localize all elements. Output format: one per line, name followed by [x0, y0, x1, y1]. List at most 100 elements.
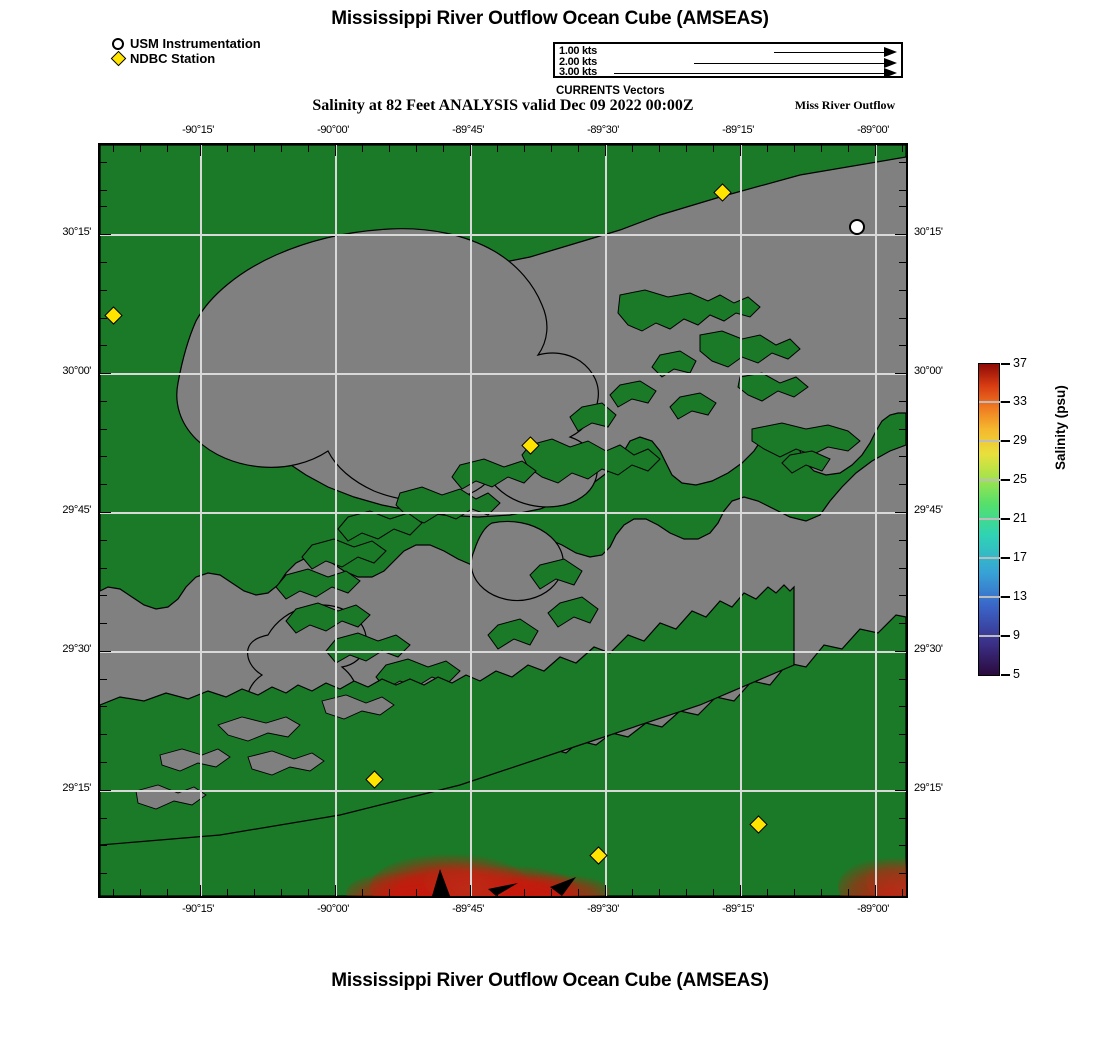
colorbar-tick — [1001, 557, 1010, 559]
legend-label-ndbc: NDBC Station — [130, 50, 216, 66]
gridline-vertical — [875, 145, 877, 896]
gridline-vertical — [605, 145, 607, 896]
axis-tick — [167, 145, 168, 152]
currents-arrow-shaft-3 — [614, 73, 884, 74]
axis-tick — [100, 373, 111, 374]
axis-tick — [524, 145, 525, 152]
colorbar-separator — [979, 440, 1001, 442]
legend-item-ndbc: NDBC Station — [110, 50, 261, 67]
axis-tick — [389, 889, 390, 896]
axis-tick — [100, 651, 111, 652]
currents-arrow-head-3 — [884, 68, 897, 78]
x-axis-label-bottom: -90°15' — [182, 903, 214, 915]
axis-tick — [100, 540, 107, 541]
currents-legend-caption: CURRENTS Vectors — [556, 85, 665, 97]
yellow-diamond-icon — [110, 50, 126, 67]
currents-legend-label-2: 2.00 kts — [559, 56, 597, 68]
colorbar-tick-label: 33 — [1013, 394, 1027, 408]
gridline-vertical — [200, 145, 202, 896]
axis-tick — [740, 885, 741, 896]
axis-tick — [899, 623, 906, 624]
colorbar-tick — [1001, 363, 1010, 365]
axis-tick — [100, 401, 107, 402]
colorbar-separator — [979, 557, 1001, 559]
currents-arrow-head-2 — [884, 58, 897, 68]
axis-tick — [713, 145, 714, 152]
axis-tick — [605, 145, 606, 156]
axis-tick — [899, 762, 906, 763]
colorbar-tick-label: 25 — [1013, 472, 1027, 486]
axis-tick — [362, 889, 363, 896]
colorbar-separator — [979, 635, 1001, 637]
y-axis-label-right: 30°15' — [914, 226, 943, 238]
axis-tick — [632, 145, 633, 152]
colorbar-tick-label: 5 — [1013, 667, 1020, 681]
axis-tick — [100, 345, 107, 346]
axis-tick — [875, 145, 876, 156]
axis-tick — [899, 345, 906, 346]
axis-tick — [899, 845, 906, 846]
axis-tick — [100, 623, 107, 624]
x-axis-label-bottom: -89°15' — [722, 903, 754, 915]
x-axis-label-top: -89°15' — [722, 124, 754, 136]
page-title: Mississippi River Outflow Ocean Cube (AM… — [331, 8, 769, 29]
colorbar-axis-title: Salinity (psu) — [1053, 385, 1068, 470]
axis-tick — [578, 145, 579, 152]
axis-tick — [416, 145, 417, 152]
colorbar-separator — [979, 479, 1001, 481]
colorbar-tick-label: 17 — [1013, 550, 1027, 564]
axis-tick — [443, 889, 444, 896]
y-axis-label-right: 29°30' — [914, 643, 943, 655]
colorbar-tick — [1001, 596, 1010, 598]
axis-tick — [605, 885, 606, 896]
y-axis-label-left: 29°15' — [62, 782, 91, 794]
gridline-vertical — [335, 145, 337, 896]
axis-tick — [794, 145, 795, 152]
axis-tick — [308, 889, 309, 896]
y-axis-label-right: 29°45' — [914, 504, 943, 516]
axis-tick — [899, 734, 906, 735]
footer-title: Mississippi River Outflow Ocean Cube (AM… — [331, 970, 769, 991]
y-axis-label-left: 30°00' — [62, 365, 91, 377]
axis-tick — [899, 456, 906, 457]
colorbar-tick-label: 9 — [1013, 628, 1020, 642]
axis-tick — [254, 889, 255, 896]
legend-label-usm: USM Instrumentation — [130, 35, 261, 51]
axis-tick — [899, 429, 906, 430]
usm-instrumentation-marker[interactable] — [849, 219, 865, 235]
axis-tick — [100, 568, 107, 569]
axis-tick — [227, 145, 228, 152]
axis-tick — [899, 318, 906, 319]
map-plot-area[interactable] — [98, 143, 908, 898]
x-axis-label-top: -89°45' — [452, 124, 484, 136]
axis-tick — [659, 145, 660, 152]
axis-tick — [821, 145, 822, 152]
axis-tick — [578, 889, 579, 896]
currents-legend-label-1: 1.00 kts — [559, 45, 597, 57]
axis-tick — [200, 885, 201, 896]
axis-tick — [875, 885, 876, 896]
legend-item-usm: USM Instrumentation — [110, 36, 261, 51]
axis-tick — [686, 145, 687, 152]
y-axis-label-right: 30°00' — [914, 365, 943, 377]
axis-tick — [100, 818, 107, 819]
axis-tick — [100, 429, 107, 430]
axis-tick — [767, 145, 768, 152]
axis-tick — [113, 145, 114, 152]
gridline-horizontal — [100, 790, 906, 792]
axis-tick — [100, 512, 111, 513]
gridline-vertical — [740, 145, 742, 896]
axis-tick — [308, 145, 309, 152]
x-axis-label-bottom: -89°45' — [452, 903, 484, 915]
axis-tick — [899, 818, 906, 819]
axis-tick — [167, 889, 168, 896]
axis-tick — [100, 262, 107, 263]
axis-tick — [899, 595, 906, 596]
gridline-horizontal — [100, 234, 906, 236]
axis-tick — [821, 889, 822, 896]
x-axis-label-top: -90°00' — [317, 124, 349, 136]
colorbar-tick — [1001, 440, 1010, 442]
axis-tick — [470, 885, 471, 896]
axis-tick — [895, 512, 906, 513]
gridline-vertical — [470, 145, 472, 896]
